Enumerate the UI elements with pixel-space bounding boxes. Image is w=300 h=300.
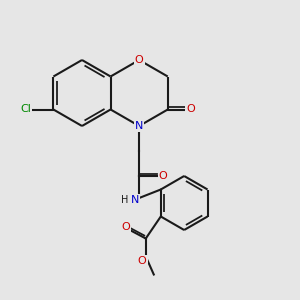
Text: N: N (131, 195, 139, 205)
Text: H: H (122, 195, 129, 205)
Text: O: O (135, 55, 143, 65)
Text: O: O (159, 171, 167, 181)
Text: N: N (135, 121, 143, 131)
Text: Cl: Cl (20, 104, 31, 115)
Text: O: O (138, 256, 146, 266)
Text: O: O (122, 223, 130, 232)
Text: O: O (186, 104, 195, 115)
